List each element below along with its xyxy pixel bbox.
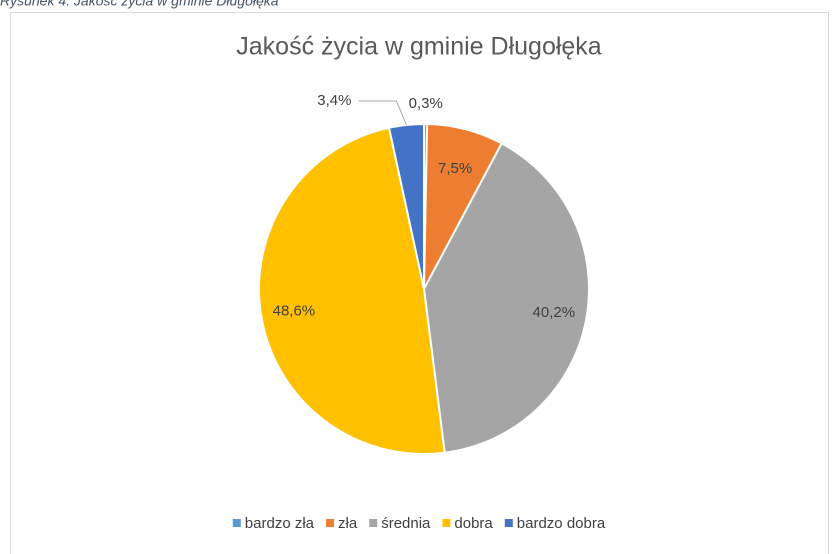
data-label: 40,2% — [533, 304, 576, 321]
pie-slice — [387, 122, 425, 290]
caption: Rysunek 4. Jakość życia w gminie Długołę… — [0, 0, 279, 9]
leader-line — [358, 100, 407, 126]
data-label: 48,6% — [273, 302, 316, 319]
legend-swatch — [326, 519, 335, 527]
data-label: 7,5% — [438, 160, 472, 177]
legend-label: dobra — [454, 515, 493, 532]
legend-swatch — [232, 519, 241, 527]
legend-label: bardzo dobra — [517, 515, 606, 532]
legend-swatch — [504, 519, 513, 527]
data-label: 0,3% — [409, 95, 443, 112]
legend-label: średnia — [381, 515, 431, 532]
legend-label: bardzo zła — [245, 515, 315, 532]
pie-slice — [258, 126, 446, 455]
pie-slice — [422, 142, 590, 454]
chart-title: Jakość życia w gminie Długołęka — [236, 33, 602, 61]
legend-label: zła — [338, 515, 358, 532]
legend-swatch — [369, 519, 378, 527]
data-label: 3,4% — [317, 92, 351, 109]
legend-swatch — [442, 519, 451, 527]
